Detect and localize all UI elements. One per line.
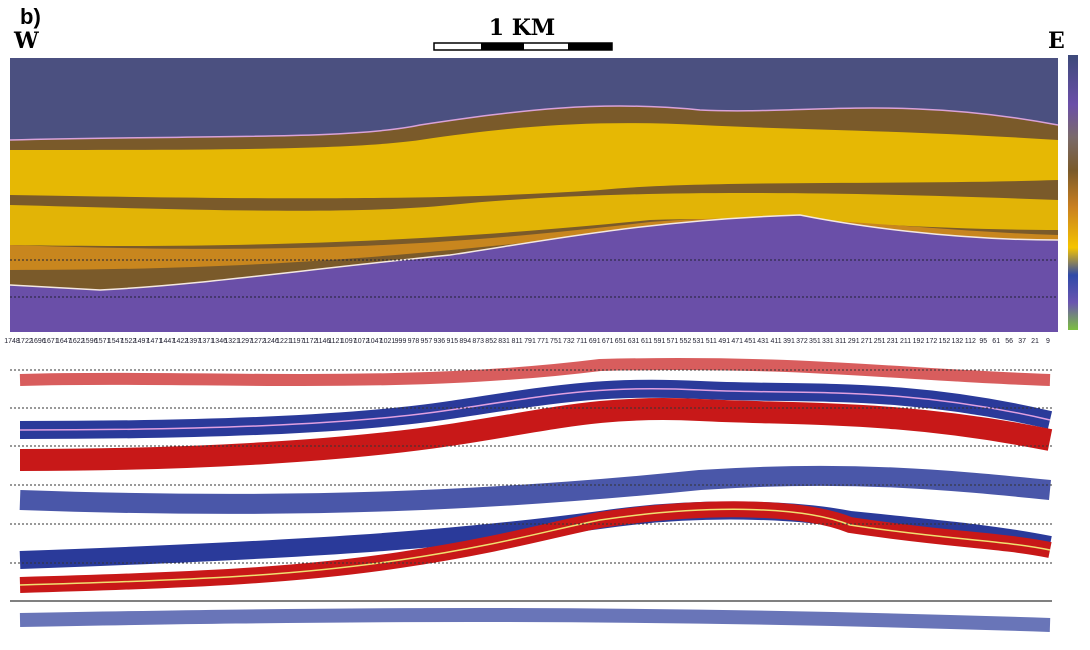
trace-axis: 1748172216961671164716221596157115471522…	[4, 338, 1050, 345]
trace-label: 1072	[354, 338, 370, 345]
trace-label: 1696	[30, 338, 46, 345]
trace-label: 651	[615, 338, 627, 345]
trace-label: 61	[992, 338, 1000, 345]
trace-label: 999	[395, 338, 407, 345]
trace-label: 1622	[69, 338, 85, 345]
trace-label: 771	[537, 338, 549, 345]
trace-label: 291	[848, 338, 860, 345]
trace-label: 751	[550, 338, 562, 345]
trace-label: 351	[809, 338, 821, 345]
panel-label: b)	[20, 4, 41, 29]
trace-label: 112	[965, 338, 976, 345]
trace-label: 957	[421, 338, 433, 345]
trace-label: 1397	[186, 338, 202, 345]
trace-label: 691	[589, 338, 601, 345]
trace-label: 894	[459, 338, 471, 345]
trace-label: 491	[718, 338, 730, 345]
trace-label: 37	[1018, 338, 1026, 345]
trace-label: 471	[731, 338, 743, 345]
trace-label: 936	[434, 338, 446, 345]
trace-label: 711	[576, 338, 587, 345]
trace-label: 192	[913, 338, 925, 345]
trace-label: 271	[861, 338, 873, 345]
trace-label: 1447	[160, 338, 176, 345]
trace-label: 978	[408, 338, 420, 345]
trace-label: 372	[796, 338, 808, 345]
trace-label: 1471	[147, 338, 163, 345]
trace-label: 811	[511, 338, 522, 345]
trace-label: 9	[1046, 338, 1050, 345]
trace-label: 1272	[250, 338, 266, 345]
trace-label: 671	[602, 338, 614, 345]
seismic-section	[10, 352, 1053, 640]
trace-label: 1571	[95, 338, 111, 345]
trace-label: 1647	[56, 338, 72, 345]
trace-label: 1121	[328, 338, 343, 345]
trace-label: 1221	[276, 338, 292, 345]
trace-label: 431	[757, 338, 769, 345]
trace-label: 873	[472, 338, 484, 345]
trace-label: 1422	[173, 338, 189, 345]
trace-label: 732	[563, 338, 575, 345]
trace-label: 1097	[341, 338, 357, 345]
trace-label: 251	[874, 338, 886, 345]
trace-label: 511	[706, 338, 717, 345]
attribute-section	[9, 58, 1059, 332]
trace-label: 451	[744, 338, 756, 345]
trace-label: 1047	[367, 338, 383, 345]
trace-label: 1547	[108, 338, 124, 345]
trace-label: 1146	[315, 338, 330, 345]
trace-label: 21	[1031, 338, 1039, 345]
trace-label: 915	[446, 338, 458, 345]
color-bar	[1068, 55, 1078, 330]
east-label: E	[1048, 28, 1065, 54]
west-label: W	[13, 28, 39, 54]
trace-label: 331	[822, 338, 834, 345]
trace-label: 1346	[211, 338, 227, 345]
trace-label: 1197	[289, 338, 304, 345]
trace-label: 831	[498, 338, 510, 345]
trace-label: 1522	[121, 338, 137, 345]
trace-label: 1671	[43, 338, 59, 345]
trace-label: 571	[667, 338, 679, 345]
trace-label: 391	[783, 338, 795, 345]
trace-label: 611	[641, 338, 652, 345]
trace-label: 1321	[224, 338, 240, 345]
trace-label: 1722	[17, 338, 33, 345]
trace-label: 1297	[237, 338, 253, 345]
trace-label: 172	[926, 338, 938, 345]
trace-label: 1246	[263, 338, 279, 345]
trace-label: 1497	[134, 338, 150, 345]
trace-label: 231	[887, 338, 899, 345]
trace-label: 411	[770, 338, 781, 345]
trace-label: 1172	[302, 338, 317, 345]
trace-label: 1021	[380, 338, 396, 345]
trace-label: 95	[979, 338, 987, 345]
trace-label: 591	[654, 338, 666, 345]
trace-label: 56	[1005, 338, 1013, 345]
scale-bar	[433, 42, 613, 51]
scale-label: 1 KM	[489, 15, 555, 41]
trace-label: 631	[628, 338, 640, 345]
trace-label: 211	[900, 338, 911, 345]
trace-label: 132	[952, 338, 964, 345]
trace-label: 1371	[198, 338, 214, 345]
trace-label: 311	[835, 338, 846, 345]
trace-label: 1748	[4, 338, 20, 345]
trace-label: 1596	[82, 338, 98, 345]
trace-label: 531	[693, 338, 705, 345]
trace-label: 552	[680, 338, 692, 345]
trace-label: 791	[524, 338, 536, 345]
trace-label: 152	[939, 338, 951, 345]
trace-label: 852	[485, 338, 497, 345]
